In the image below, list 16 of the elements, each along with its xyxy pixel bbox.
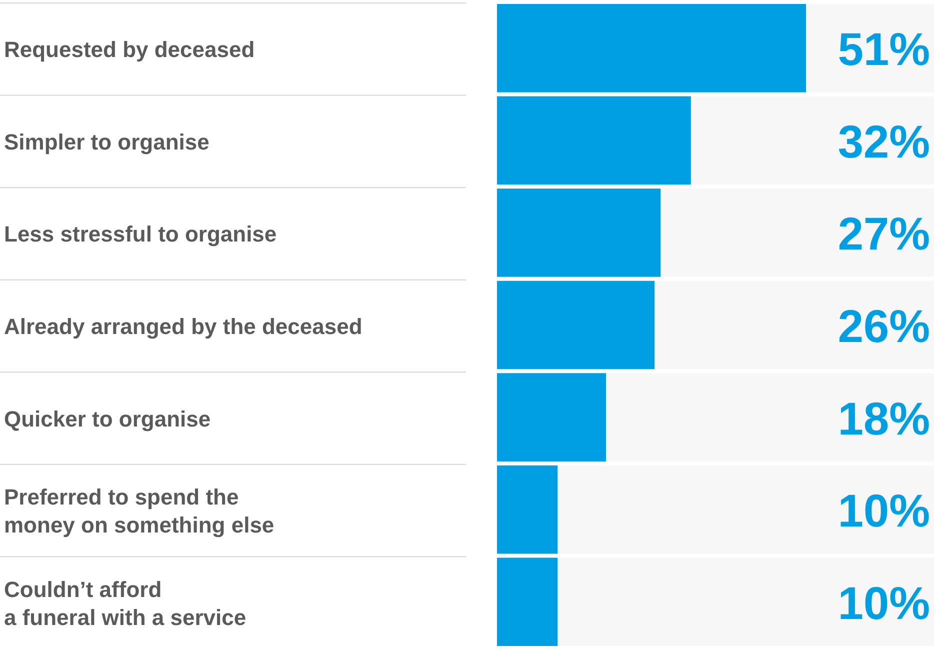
y-tick-label: Requested by deceased — [4, 36, 255, 62]
y-tick-label: Already arranged by the deceased — [4, 314, 362, 338]
y-tick-label: Simpler to organise — [4, 128, 210, 154]
bar — [497, 558, 558, 646]
data-label: 18% — [838, 392, 930, 444]
data-label: 10% — [838, 484, 930, 537]
data-label: 10% — [838, 576, 930, 629]
data-label: 51% — [838, 23, 930, 76]
data-label: 26% — [838, 300, 930, 352]
y-tick-label: Couldn’t afford a funeral with a service — [4, 576, 246, 630]
bar — [497, 465, 558, 554]
y-tick-label: Preferred to spend the money on something else — [4, 484, 274, 538]
y-tick-label: Less stressful to organise — [4, 221, 277, 246]
y-tick-label: Quicker to organise — [4, 406, 211, 431]
data-label: 27% — [838, 208, 930, 260]
data-label: 32% — [838, 115, 930, 168]
